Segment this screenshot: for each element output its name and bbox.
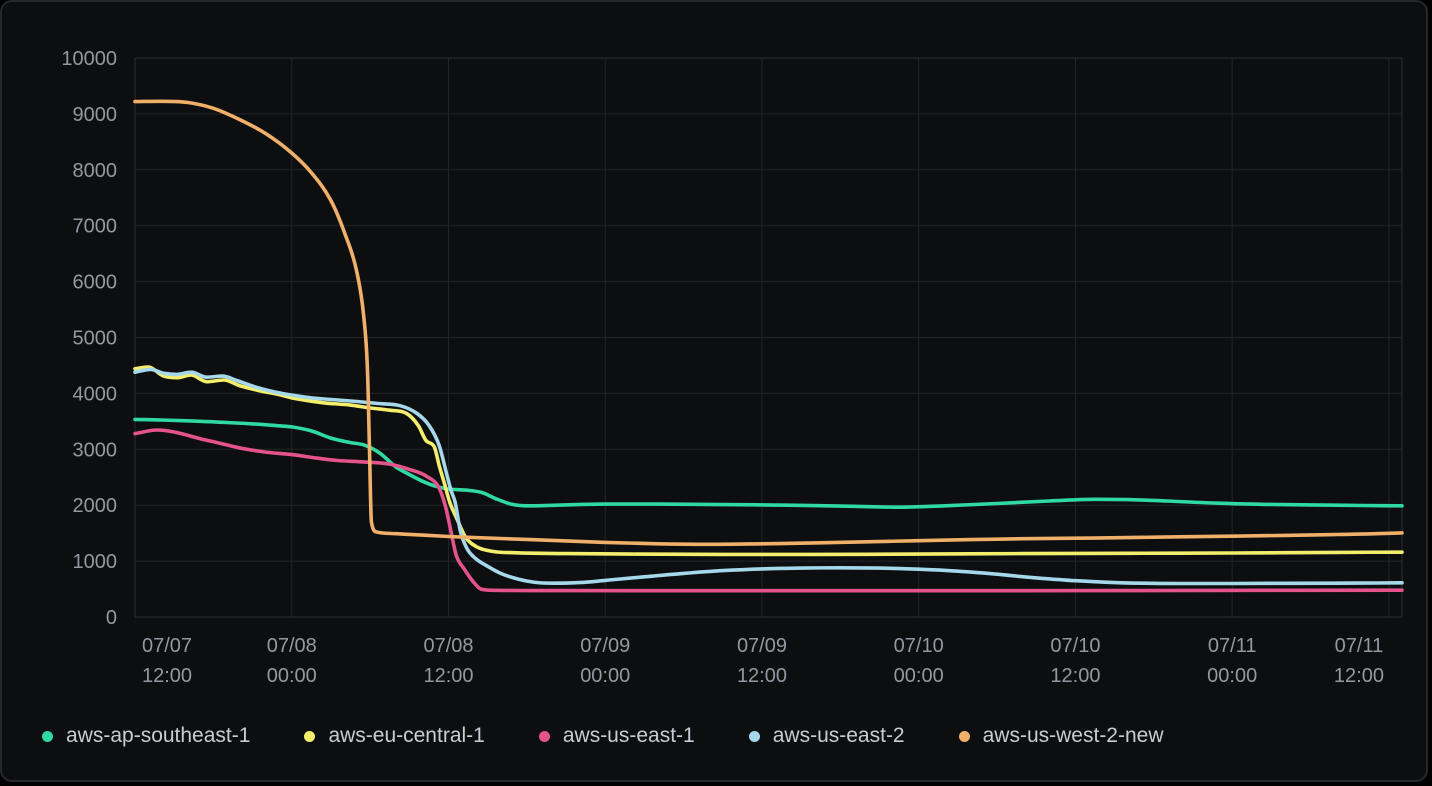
y-axis-tick-label: 10000 (61, 48, 117, 70)
y-axis-tick-label: 4000 (73, 383, 118, 405)
y-axis-tick-label: 1000 (73, 551, 118, 573)
y-axis-tick-label: 8000 (73, 160, 118, 182)
x-axis-tick-label: 07/09 00:00 (580, 635, 630, 687)
legend-dot-icon (748, 730, 760, 742)
series-line-aws-us-east-2 (133, 367, 1404, 586)
legend-item-aws-us-west-2-new[interactable]: aws-us-west-2-new (958, 724, 1164, 748)
legend-dot-icon (304, 730, 316, 742)
x-axis-tick-label: 07/09 12:00 (737, 635, 787, 687)
legend-item-label: aws-ap-southeast-1 (66, 724, 251, 747)
plot-border (134, 57, 1403, 618)
series-line-aws-eu-central-1 (133, 365, 1404, 557)
y-axis-tick-label: 7000 (73, 216, 118, 238)
legend-item-aws-eu-central-1[interactable]: aws-eu-central-1 (304, 724, 485, 748)
legend-dot-icon (958, 730, 970, 742)
series-line-aws-us-west-2-new (133, 99, 1404, 547)
x-axis-tick-label: 07/10 00:00 (894, 635, 944, 687)
x-axis-tick-label: 07/07 12:00 (142, 635, 192, 687)
chart-canvas[interactable]: 0 1000 2000 3000 4000 5000 6000 7000 8000 9000 100… (2, 2, 1432, 708)
y-axis-tick-label: 6000 (73, 272, 118, 294)
y-axis-tick-label: 5000 (73, 328, 118, 350)
legend-dot-icon (538, 730, 550, 742)
y-axis-tick-label: 3000 (73, 439, 118, 461)
series-line-aws-ap-southeast-1 (133, 417, 1404, 509)
legend-item-aws-us-east-2[interactable]: aws-us-east-2 (748, 724, 905, 748)
legend-item-label: aws-eu-central-1 (328, 724, 485, 747)
chart-legend: aws-ap-southeast-1 aws-eu-central-1 aws-us… (42, 718, 1164, 754)
x-axis-tick-label: 07/08 00:00 (267, 635, 317, 687)
x-axis-tick-label: 07/11 12:00 (1334, 635, 1384, 687)
x-axis-tick-label: 07/08 12:00 (423, 635, 473, 687)
y-axis-tick-label: 9000 (73, 104, 118, 126)
y-axis-tick-label: 2000 (73, 495, 118, 517)
time-series-chart[interactable]: 0 1000 2000 3000 4000 5000 6000 7000 8000 9000 100… (2, 2, 1432, 708)
x-axis-tick-label: 07/11 00:00 (1207, 635, 1257, 687)
legend-item-label: aws-us-east-2 (772, 724, 905, 747)
legend-dot-icon (42, 730, 53, 742)
legend-item-label: aws-us-east-1 (562, 724, 695, 747)
legend-item-aws-ap-southeast-1[interactable]: aws-ap-southeast-1 (42, 724, 250, 748)
x-axis-tick-label: 07/10 12:00 (1050, 635, 1100, 687)
y-axis-tick-label: 0 (106, 607, 117, 629)
legend-item-aws-us-east-1[interactable]: aws-us-east-1 (538, 724, 695, 748)
legend-item-label: aws-us-west-2-new (982, 724, 1164, 747)
series-line-aws-us-east-1 (133, 428, 1404, 593)
